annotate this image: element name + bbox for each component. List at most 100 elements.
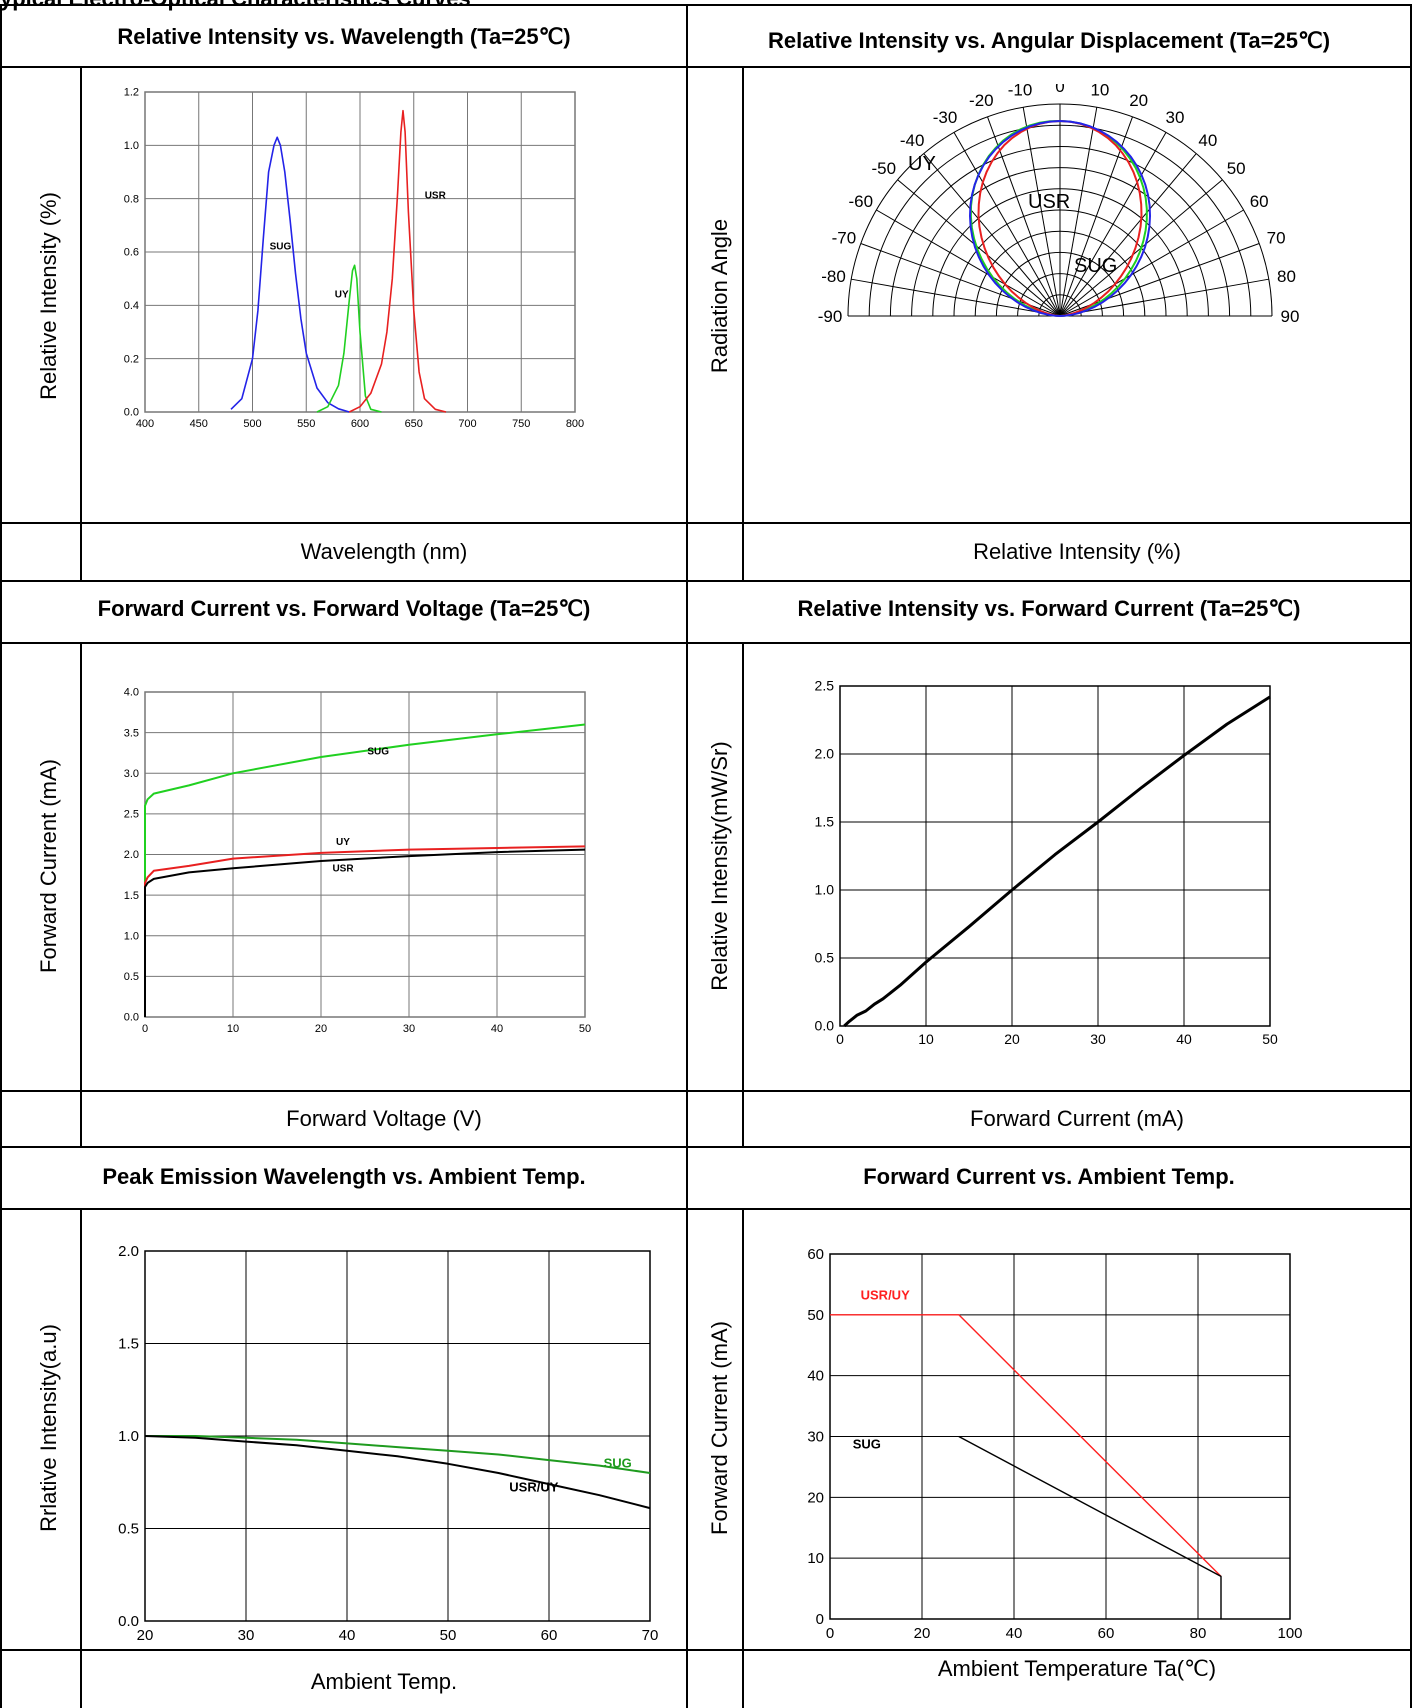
chart2-polar-plot: -90 -80 -70 -60 -50-40 -30 -20 -10 0 10 20 30 40 5060… [818, 84, 1300, 326]
y-tick-label: 3.0 [124, 768, 139, 780]
x-tick-label: 40 [491, 1023, 503, 1035]
chart6-xlabel: Ambient Temperature Ta(℃) [937, 1656, 1217, 1681]
chart2-xlabel: Relative Intensity (%) [973, 539, 1181, 564]
x-tick-label: 50 [1262, 1031, 1278, 1047]
x-tick-label: 30 [238, 1627, 255, 1644]
y-tick-label: 0.5 [815, 950, 835, 966]
x-tick-label: 40 [1176, 1031, 1192, 1047]
angle-label: 90 [1281, 307, 1300, 326]
x-tick-label: 700 [458, 418, 476, 430]
y-tick-label: 0.0 [815, 1018, 835, 1034]
y-tick-label: 1.5 [124, 890, 139, 902]
angle-label: -20 [969, 91, 994, 110]
x-tick-label: 0 [142, 1023, 148, 1035]
y-tick-label: 1.0 [124, 140, 139, 152]
x-tick-label: 10 [918, 1031, 934, 1047]
chart3-ylabel: Forward Current (mA) [36, 759, 61, 973]
table-border-top [0, 4, 1412, 6]
series-line-usr [348, 109, 447, 413]
angle-label: 20 [1129, 91, 1148, 110]
y-tick-label: 1.0 [118, 1428, 139, 1445]
y-tick-label: 1.0 [124, 930, 139, 942]
chart1-ylabel: Relative Intensity (%) [36, 192, 61, 400]
chart3-xlabel: Forward Voltage (V) [286, 1106, 482, 1131]
angle-label: 50 [1227, 159, 1246, 178]
x-tick-label: 100 [1277, 1625, 1302, 1642]
chart6-title: Forward Current vs. Ambient Temp. [863, 1164, 1235, 1189]
angle-label: -90 [818, 307, 843, 326]
angle-label: 0 [1055, 84, 1064, 96]
y-tick-label: 1.5 [815, 814, 835, 830]
y-tick-label: 10 [807, 1550, 824, 1567]
x-tick-label: 20 [1004, 1031, 1020, 1047]
x-tick-label: 450 [190, 418, 208, 430]
row-divider [0, 522, 1412, 524]
x-tick-label: 10 [227, 1023, 239, 1035]
angle-label: -50 [872, 159, 897, 178]
label-column-divider [742, 66, 744, 580]
angle-label: -10 [1008, 84, 1033, 99]
chart2-title: Relative Intensity vs. Angular Displacem… [767, 28, 1331, 53]
series-annotation: SUG [270, 241, 292, 252]
polar-spoke [1022, 107, 1061, 317]
y-tick-label: 1.2 [124, 87, 139, 99]
series-line-data [843, 695, 1271, 1028]
series-line-sug [958, 1435, 1222, 1619]
row-divider [0, 66, 1412, 68]
polar-spoke [1059, 153, 1197, 317]
y-tick-label: 20 [807, 1489, 824, 1506]
y-tick-label: 30 [807, 1429, 824, 1446]
chart1-plot: 400 450 500 550 600 650 700 750 800 0.0 0.2 0.4 0.6 0… [124, 87, 584, 430]
x-tick-label: 20 [914, 1625, 931, 1642]
x-tick-label: 20 [137, 1627, 154, 1644]
series-annotation: SUG [604, 1455, 632, 1470]
row-divider [0, 1090, 1412, 1092]
angle-label: 30 [1166, 108, 1185, 127]
polar-spoke [953, 132, 1061, 317]
table-border-right [1410, 4, 1412, 1708]
polar-spoke [1059, 278, 1269, 317]
angle-label: -60 [849, 192, 874, 211]
chart1-xlabel: Wavelength (nm) [300, 539, 468, 564]
series-line-sug [145, 1435, 651, 1474]
x-tick-label: 400 [136, 418, 154, 430]
y-tick-label: 0.5 [118, 1521, 139, 1538]
chart4-plot: 0 10 20 30 40 50 0.0 0.5 1.0 1.5 2.0 2.5 [815, 678, 1278, 1047]
y-tick-label: 2.0 [815, 746, 835, 762]
y-tick-label: 0.0 [118, 1613, 139, 1630]
x-tick-label: 500 [243, 418, 261, 430]
polar-spoke [876, 209, 1061, 317]
x-tick-label: 20 [315, 1023, 327, 1035]
x-tick-label: 70 [642, 1627, 659, 1644]
angle-label: 80 [1277, 267, 1296, 286]
series-line-usr [144, 848, 586, 1017]
y-tick-label: 0.4 [124, 300, 139, 312]
y-tick-label: 3.5 [124, 727, 139, 739]
y-tick-label: 0.0 [124, 407, 139, 419]
polar-spoke [851, 278, 1061, 317]
series-line-sug [230, 136, 350, 413]
lobe-annotation: USR [1028, 191, 1070, 213]
y-tick-label: 2.5 [815, 678, 835, 694]
x-tick-label: 0 [826, 1625, 834, 1642]
chart3-title: Forward Current vs. Forward Voltage (Ta=… [97, 596, 591, 621]
polar-spoke [897, 179, 1061, 317]
y-tick-label: 2.0 [124, 849, 139, 861]
label-column-divider [742, 1208, 744, 1708]
x-tick-label: 40 [339, 1627, 356, 1644]
x-tick-label: 800 [566, 418, 584, 430]
y-tick-label: 50 [807, 1307, 824, 1324]
chart2-ylabel: Radiation Angle [707, 218, 732, 374]
series-annotation: SUG [853, 1437, 881, 1452]
y-tick-label: 0 [816, 1611, 824, 1628]
lobe-annotation: SUG [1074, 255, 1117, 277]
label-column-divider [742, 642, 744, 1146]
y-tick-label: 1.0 [815, 882, 835, 898]
x-tick-label: 750 [512, 418, 530, 430]
chart3-plot: 0 10 20 30 40 50 0.0 0.5 1.0 1.5 2.0 2.5 3.0 3.5 4.0 SU… [124, 687, 591, 1035]
y-tick-label: 0.5 [124, 971, 139, 983]
angle-label: 70 [1267, 228, 1286, 247]
series-line-usr-uy [144, 1435, 651, 1510]
row-divider [0, 1146, 1412, 1148]
angle-label: -40 [900, 131, 925, 150]
